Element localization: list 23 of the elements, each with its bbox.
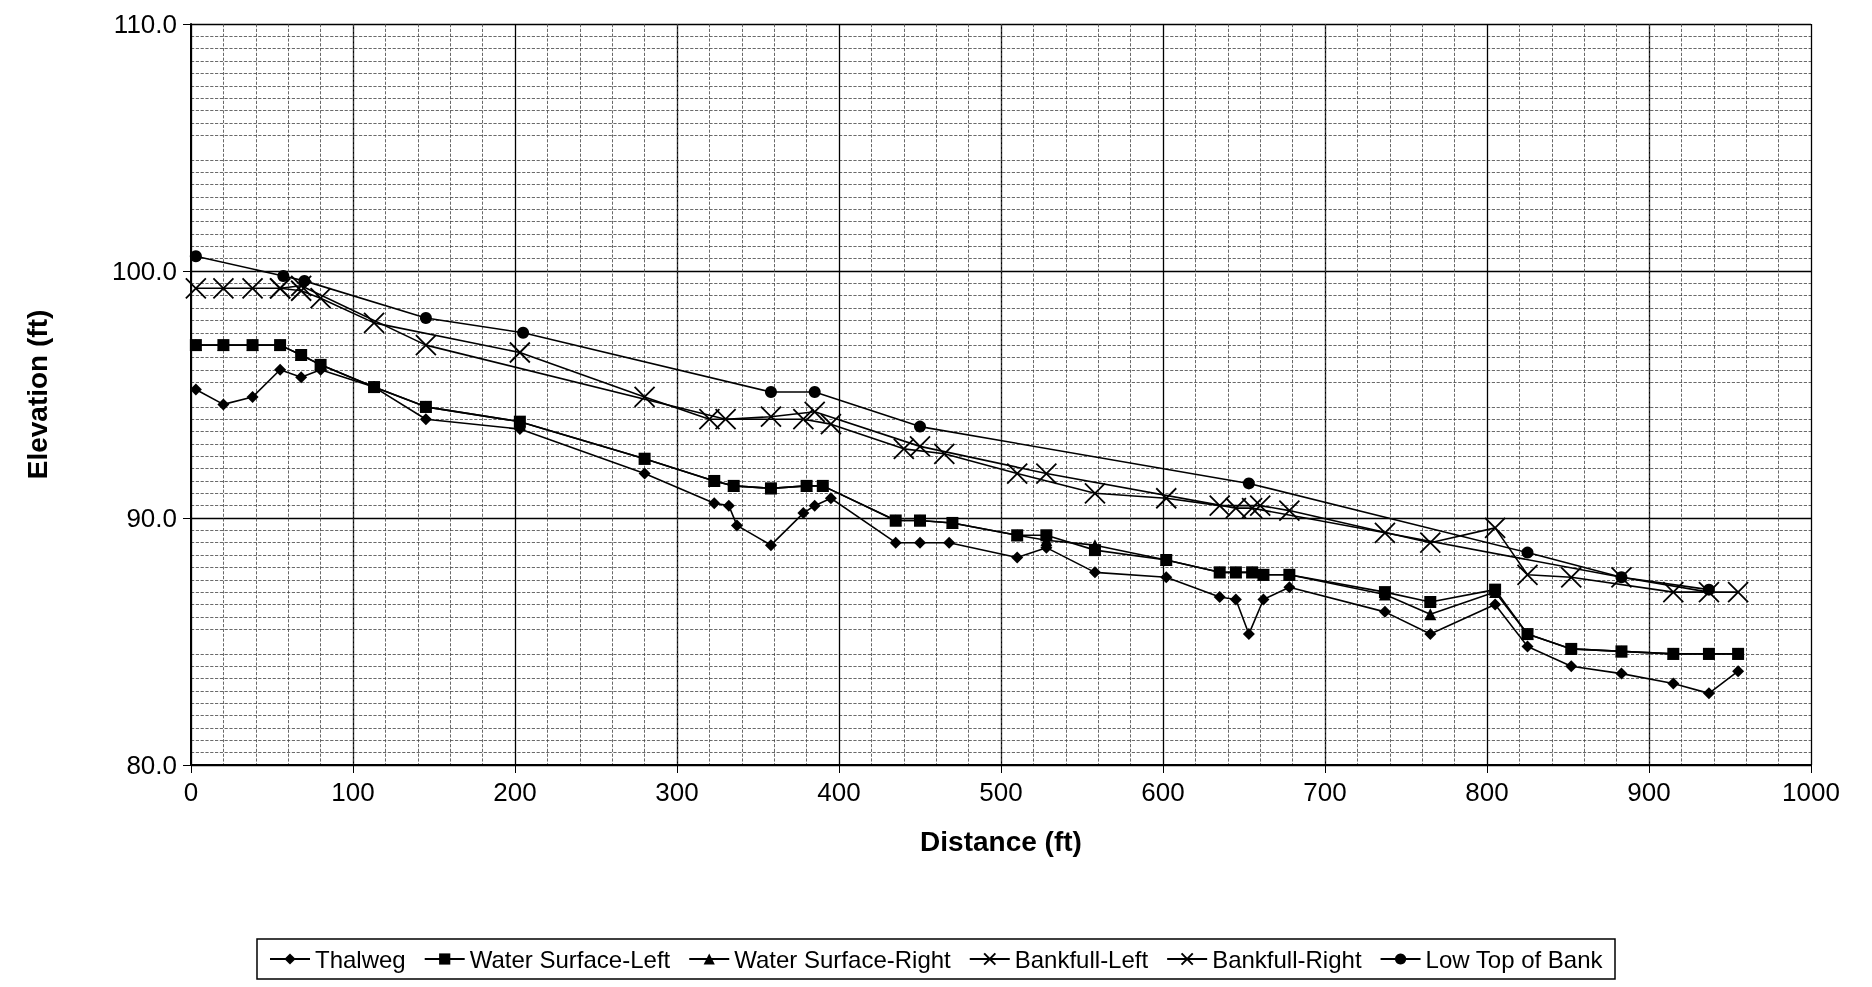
y-tick-label: 90.0: [126, 503, 177, 533]
legend-label: Bankfull-Left: [1014, 945, 1149, 973]
x-tick-label: 500: [979, 777, 1023, 807]
x-tick-label: 800: [1465, 777, 1509, 807]
y-axis-title: Elevation (ft): [21, 309, 53, 480]
legend-label: Bankfull-Right: [1212, 945, 1362, 973]
x-tick-label: 400: [817, 777, 861, 807]
legend-label: Thalweg: [315, 945, 406, 973]
x-tick-label: 0: [183, 777, 199, 807]
legend-label: Water Surface-Left: [469, 945, 671, 973]
x-tick-label: 900: [1627, 777, 1671, 807]
x-tick-label: 700: [1303, 777, 1347, 807]
legend-label: Water Surface-Right: [734, 945, 952, 973]
x-tick-label: 600: [1141, 777, 1185, 807]
x-axis-title: Distance (ft): [920, 825, 1082, 857]
legend-label: Low Top of Bank: [1425, 945, 1604, 973]
x-tick-label: 100: [331, 777, 375, 807]
x-tick-label: 1000: [1782, 777, 1840, 807]
x-tick-label: 300: [655, 777, 699, 807]
x-tick-label: 200: [493, 777, 537, 807]
y-tick-label: 80.0: [126, 750, 177, 780]
y-tick-label: 110.0: [113, 9, 177, 39]
y-tick-label: 100.0: [111, 256, 177, 286]
